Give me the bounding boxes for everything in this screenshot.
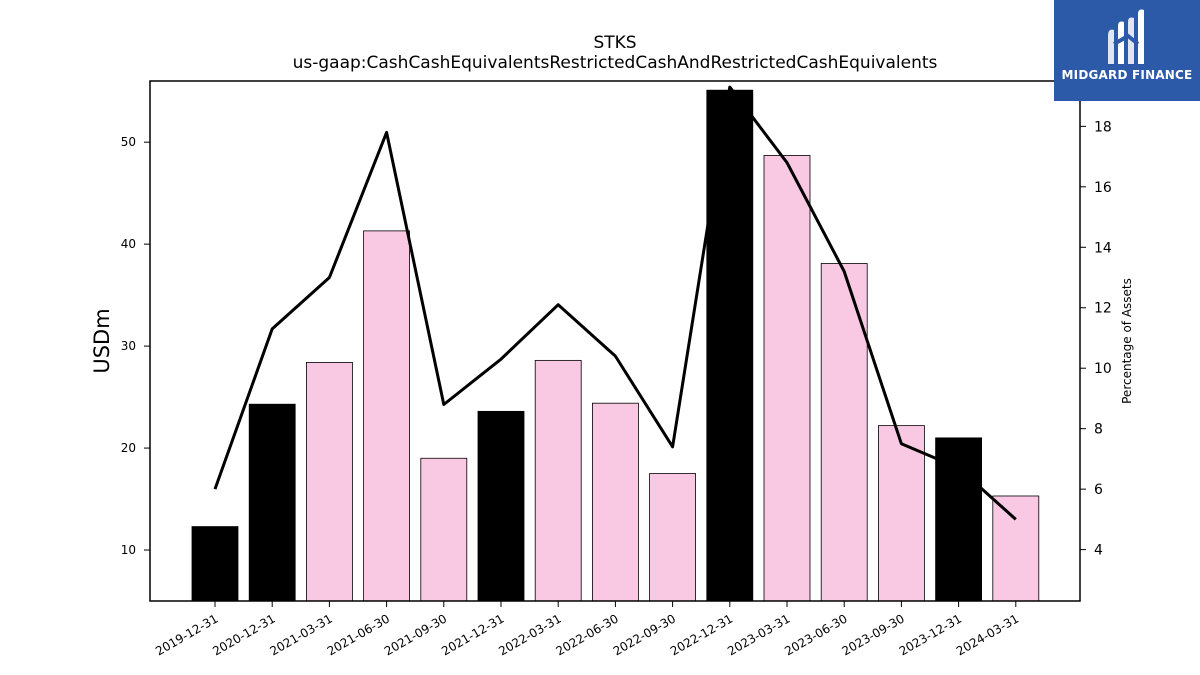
y2-tick-label: 16 [1094, 180, 1112, 196]
x-tick-label: 2024-03-31 [954, 611, 1021, 658]
bar-2022-09-30 [649, 473, 696, 602]
bar-2022-12-31 [706, 89, 754, 602]
y-tick-label: 10 [121, 543, 136, 557]
y-axis-label: USDm [90, 308, 114, 373]
x-tick-label: 2019-12-31 [153, 611, 220, 658]
bar-2022-03-31 [534, 359, 582, 602]
y2-tick-label: 14 [1094, 240, 1112, 256]
bar-2023-03-31 [763, 155, 811, 602]
x-tick-label: 2022-06-30 [553, 611, 620, 658]
y2-tick-label: 4 [1094, 543, 1103, 559]
y-axis-left: 10 20 30 40 50 [121, 135, 150, 557]
y-tick-label: 30 [121, 339, 136, 353]
y-tick-label: 20 [121, 441, 136, 455]
x-tick-label: 2021-09-30 [382, 611, 449, 658]
x-tick-label: 2023-09-30 [839, 611, 906, 658]
x-tick-label: 2021-03-31 [267, 611, 334, 658]
logo-text: MIDGARD FINANCE [1061, 68, 1193, 82]
percentage-line [213, 85, 1017, 521]
chart-title: STKS [593, 33, 636, 53]
y-tick-label: 50 [121, 135, 136, 149]
x-tick-label: 2021-06-30 [325, 611, 392, 658]
brand-logo: MIDGARD FINANCE [1054, 0, 1200, 101]
bar-2021-03-31 [305, 362, 353, 602]
bar-2022-06-30 [592, 402, 639, 602]
bar-2023-09-30 [878, 425, 925, 602]
chart-subtitle: us-gaap:CashCashEquivalentsRestrictedCas… [293, 53, 938, 73]
bar-2019-12-31 [191, 526, 239, 602]
x-tick-label: 2022-03-31 [496, 611, 563, 658]
bars-group [191, 89, 1040, 602]
x-tick-label: 2022-09-30 [611, 611, 678, 658]
bar-2023-06-30 [820, 263, 868, 602]
y2-tick-label: 10 [1094, 361, 1112, 377]
y-tick-label: 40 [121, 237, 136, 251]
bar-2023-12-31 [935, 437, 982, 602]
line-group [213, 85, 1017, 521]
y2-tick-label: 12 [1094, 301, 1112, 317]
x-tick-label: 2023-03-31 [725, 611, 792, 658]
logo-mark-icon [1108, 9, 1144, 65]
x-tick-label: 2022-12-31 [668, 611, 735, 658]
y2-tick-label: 6 [1094, 482, 1103, 498]
x-tick-label: 2021-12-31 [439, 611, 506, 658]
bar-2024-03-31 [992, 495, 1040, 602]
y2-axis-label: Percentage of Assets [1120, 278, 1134, 404]
x-tick-label: 2023-12-31 [897, 611, 964, 658]
y2-tick-label: 18 [1094, 119, 1112, 135]
y2-tick-label: 8 [1094, 422, 1103, 438]
bar-2021-09-30 [420, 457, 468, 602]
bar-2021-06-30 [363, 230, 411, 602]
x-tick-label: 2023-06-30 [782, 611, 849, 658]
bar-2021-12-31 [477, 410, 525, 602]
y-axis-right: 4 6 8 10 12 14 16 18 [1080, 119, 1112, 559]
x-tick-label: 2020-12-31 [210, 611, 277, 658]
x-axis: 2019-12-312020-12-312021-03-312021-06-30… [153, 601, 1021, 658]
bar-2020-12-31 [248, 403, 296, 602]
